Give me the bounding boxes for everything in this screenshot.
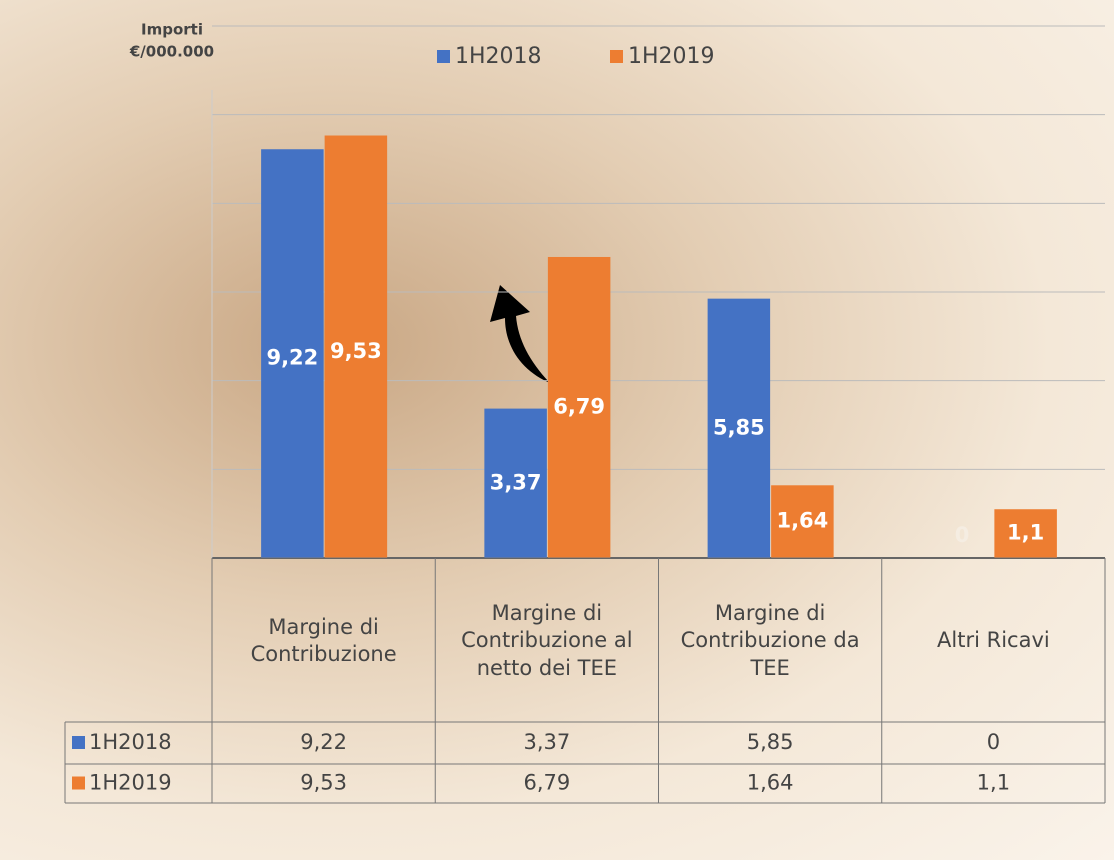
table-legend-swatch (72, 736, 85, 749)
bar-value-label: 1,1 (1007, 521, 1044, 545)
x-tick-label: Margine di Contribuzione al netto dei TE… (461, 601, 633, 680)
bar-value-label: 0 (955, 523, 970, 547)
bar (771, 485, 834, 558)
table-cell: 0 (987, 730, 1000, 754)
bar (994, 509, 1057, 558)
y-axis-label-1: Importi (141, 21, 203, 39)
bar-value-label: 9,53 (330, 339, 382, 363)
bar-value-label: 5,85 (713, 415, 765, 439)
bar (324, 135, 388, 558)
bar-value-label: 3,37 (490, 470, 542, 494)
table-row-label: 1H2019 (89, 771, 172, 795)
y-axis-label-2: €/000.000 (129, 43, 214, 61)
bar-value-label: 1,64 (776, 509, 828, 533)
table-cell: 6,79 (523, 771, 570, 795)
legend-label: 1H2018 (455, 44, 542, 69)
legend-label: 1H2019 (628, 44, 715, 69)
table-legend-swatch (72, 776, 85, 790)
x-tick-label: Margine di Contribuzione da TEE (680, 601, 860, 680)
bar (707, 298, 771, 558)
bar (261, 149, 324, 558)
x-tick-label: Margine di Contribuzione (250, 614, 397, 666)
table-cell: 3,37 (523, 730, 570, 754)
x-tick-label: Altri Ricavi (937, 628, 1050, 653)
table-cell: 5,85 (747, 730, 794, 754)
table-cell: 9,53 (300, 771, 347, 795)
table-cell: 1,64 (747, 771, 794, 795)
bar (484, 408, 547, 558)
arrow (490, 285, 550, 383)
table-cell: 9,22 (300, 730, 347, 754)
table-row-label: 1H2018 (89, 730, 172, 754)
legend-swatch (610, 50, 623, 63)
table-cell: 1,1 (977, 771, 1010, 795)
legend-swatch (437, 50, 450, 63)
bar (547, 256, 611, 558)
bar-value-label: 9,22 (266, 346, 318, 370)
bar-value-label: 6,79 (553, 394, 605, 418)
